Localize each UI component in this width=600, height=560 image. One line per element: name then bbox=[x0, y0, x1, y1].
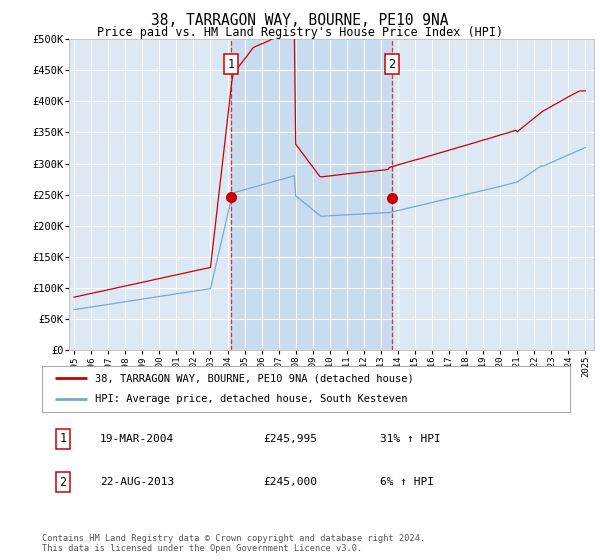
Text: 2: 2 bbox=[388, 58, 395, 71]
Bar bbox=[231, 39, 392, 350]
Text: 6% ↑ HPI: 6% ↑ HPI bbox=[380, 477, 434, 487]
Text: 31% ↑ HPI: 31% ↑ HPI bbox=[380, 434, 440, 444]
Text: 1: 1 bbox=[227, 58, 235, 71]
Text: £245,995: £245,995 bbox=[264, 434, 318, 444]
Text: 38, TARRAGON WAY, BOURNE, PE10 9NA: 38, TARRAGON WAY, BOURNE, PE10 9NA bbox=[151, 13, 449, 28]
Text: 1: 1 bbox=[59, 432, 67, 445]
Text: 38, TARRAGON WAY, BOURNE, PE10 9NA (detached house): 38, TARRAGON WAY, BOURNE, PE10 9NA (deta… bbox=[95, 373, 413, 383]
Text: 2: 2 bbox=[59, 476, 67, 489]
Text: £245,000: £245,000 bbox=[264, 477, 318, 487]
Text: Price paid vs. HM Land Registry's House Price Index (HPI): Price paid vs. HM Land Registry's House … bbox=[97, 26, 503, 39]
Text: 22-AUG-2013: 22-AUG-2013 bbox=[100, 477, 175, 487]
Text: Contains HM Land Registry data © Crown copyright and database right 2024.
This d: Contains HM Land Registry data © Crown c… bbox=[42, 534, 425, 553]
Text: 19-MAR-2004: 19-MAR-2004 bbox=[100, 434, 175, 444]
Text: HPI: Average price, detached house, South Kesteven: HPI: Average price, detached house, Sout… bbox=[95, 394, 407, 404]
